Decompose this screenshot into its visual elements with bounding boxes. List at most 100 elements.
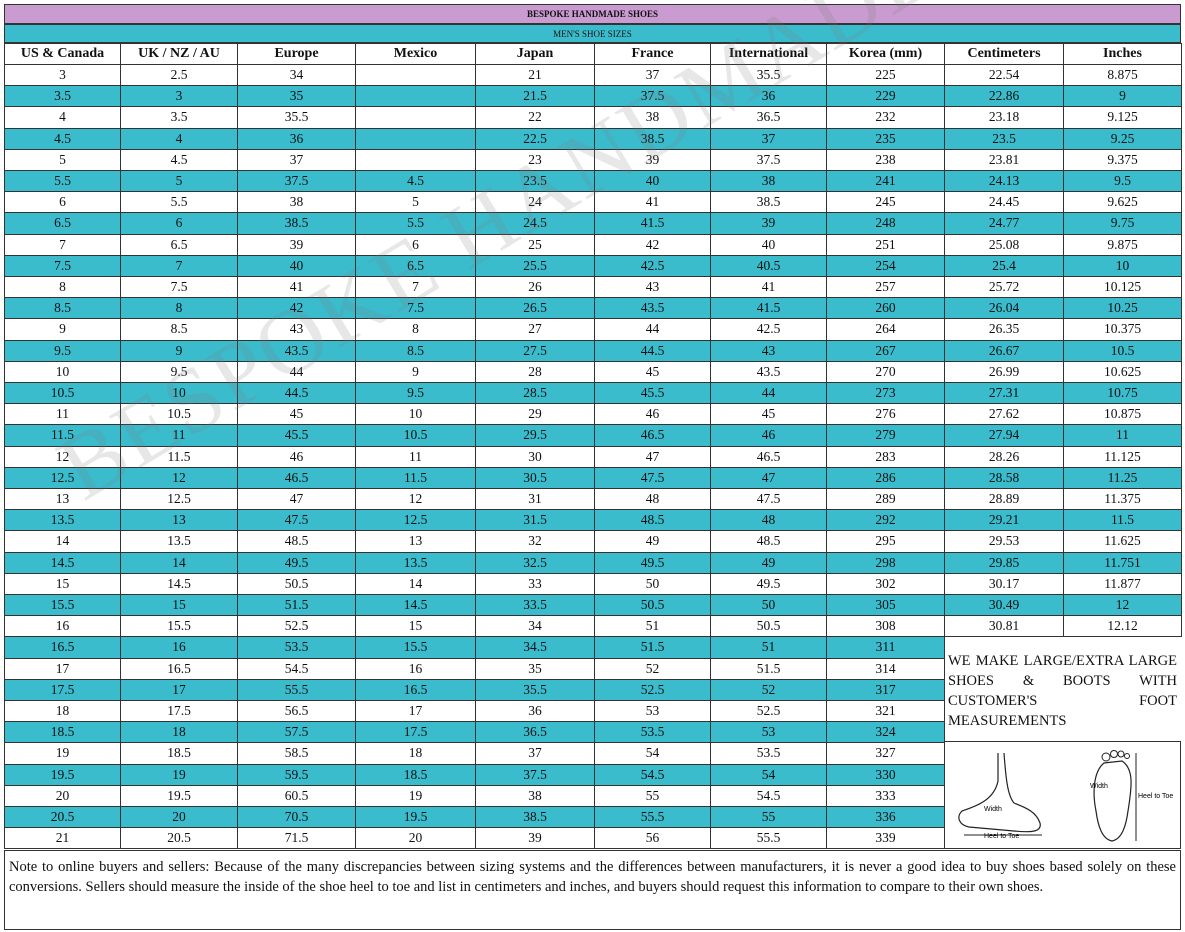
table-cell: 29.5	[475, 424, 595, 447]
table-cell: 15.5	[120, 615, 238, 638]
table-cell: 59.5	[237, 763, 356, 786]
table-cell: 46.5	[237, 466, 356, 489]
table-cell: 17.5	[120, 700, 238, 723]
table-cell: 289	[826, 488, 945, 511]
table-cell: 27.5	[475, 339, 595, 362]
column-header: International	[710, 43, 827, 65]
table-cell: 12.5	[4, 466, 121, 489]
table-cell: 25.72	[944, 276, 1064, 299]
table-cell: 47.5	[710, 488, 827, 511]
table-cell	[355, 64, 476, 87]
table-cell: 11.751	[1063, 551, 1182, 574]
table-cell: 7.5	[355, 297, 476, 320]
table-cell: 18	[120, 721, 238, 744]
table-cell: 12.12	[1063, 615, 1182, 638]
table-cell: 15	[4, 572, 121, 595]
table-cell: 34	[475, 615, 595, 638]
table-cell: 43.5	[710, 360, 827, 383]
column-header: Korea (mm)	[826, 43, 945, 65]
table-cell: 4	[120, 127, 238, 150]
table-cell: 55.5	[237, 678, 356, 701]
table-cell: 13.5	[120, 530, 238, 553]
table-cell: 25.4	[944, 254, 1064, 277]
table-cell: 37.5	[237, 170, 356, 193]
table-cell: 7.5	[4, 254, 121, 277]
table-cell: 43.5	[237, 339, 356, 362]
table-cell: 16.5	[120, 657, 238, 680]
table-cell: 317	[826, 678, 945, 701]
table-cell: 18	[4, 700, 121, 723]
table-cell: 49.5	[594, 551, 711, 574]
table-cell: 9.75	[1063, 212, 1182, 235]
table-cell: 8	[4, 276, 121, 299]
table-cell: 56.5	[237, 700, 356, 723]
table-cell: 11.5	[4, 424, 121, 447]
table-cell: 2.5	[120, 64, 238, 87]
table-cell: 11.5	[1063, 509, 1182, 532]
table-cell: 27	[475, 318, 595, 341]
table-cell: 10	[1063, 254, 1182, 277]
subtitle-bar: MEN'S SHOE SIZES	[4, 24, 1181, 43]
table-cell: 58.5	[237, 742, 356, 765]
table-cell: 9.625	[1063, 191, 1182, 214]
table-cell: 30.17	[944, 572, 1064, 595]
table-cell: 39	[237, 233, 356, 256]
table-cell: 38	[594, 106, 711, 129]
table-cell: 28.58	[944, 466, 1064, 489]
table-cell: 11	[4, 403, 121, 426]
table-cell: 23.5	[944, 127, 1064, 150]
column-header: UK / NZ / AU	[120, 43, 238, 65]
table-cell: 60.5	[237, 784, 356, 807]
table-cell: 34	[237, 64, 356, 87]
table-cell: 4.5	[4, 127, 121, 150]
table-cell: 241	[826, 170, 945, 193]
table-cell: 28.5	[475, 382, 595, 405]
table-cell: 6	[355, 233, 476, 256]
table-cell: 248	[826, 212, 945, 235]
table-cell: 28.26	[944, 445, 1064, 468]
table-cell: 9	[4, 318, 121, 341]
table-cell: 13.5	[355, 551, 476, 574]
table-cell: 42.5	[594, 254, 711, 277]
table-cell: 26.99	[944, 360, 1064, 383]
column-header: Mexico	[355, 43, 476, 65]
table-cell: 43	[710, 339, 827, 362]
table-cell: 21	[475, 64, 595, 87]
table-cell: 37.5	[475, 763, 595, 786]
table-cell: 25.08	[944, 233, 1064, 256]
table-cell: 47	[594, 445, 711, 468]
table-cell: 48.5	[710, 530, 827, 553]
table-cell: 48.5	[237, 530, 356, 553]
table-cell: 30.81	[944, 615, 1064, 638]
table-cell: 17	[120, 678, 238, 701]
table-cell: 11.25	[1063, 466, 1182, 489]
table-cell: 6.5	[4, 212, 121, 235]
table-cell: 16	[4, 615, 121, 638]
table-cell: 45	[594, 360, 711, 383]
table-cell: 41.5	[594, 212, 711, 235]
promo-text: WE MAKE LARGE/EXTRA LARGE SHOES & BOOTS …	[948, 653, 1177, 729]
table-cell: 9	[120, 339, 238, 362]
table-cell: 51.5	[710, 657, 827, 680]
table-cell: 19.5	[120, 784, 238, 807]
table-cell: 9	[355, 360, 476, 383]
table-cell: 53.5	[594, 721, 711, 744]
table-cell: 336	[826, 806, 945, 829]
table-cell: 15	[355, 615, 476, 638]
table-cell: 295	[826, 530, 945, 553]
table-cell: 38	[475, 784, 595, 807]
table-cell: 24.5	[475, 212, 595, 235]
table-cell: 54.5	[594, 763, 711, 786]
table-cell: 20.5	[4, 806, 121, 829]
table-cell: 26.5	[475, 297, 595, 320]
table-cell: 10.5	[120, 403, 238, 426]
table-cell: 279	[826, 424, 945, 447]
table-cell: 7	[355, 276, 476, 299]
table-cell: 28.89	[944, 488, 1064, 511]
table-cell: 19	[355, 784, 476, 807]
table-cell: 52.5	[237, 615, 356, 638]
table-cell: 55.5	[710, 827, 827, 850]
table-cell: 16.5	[4, 636, 121, 659]
table-cell: 260	[826, 297, 945, 320]
